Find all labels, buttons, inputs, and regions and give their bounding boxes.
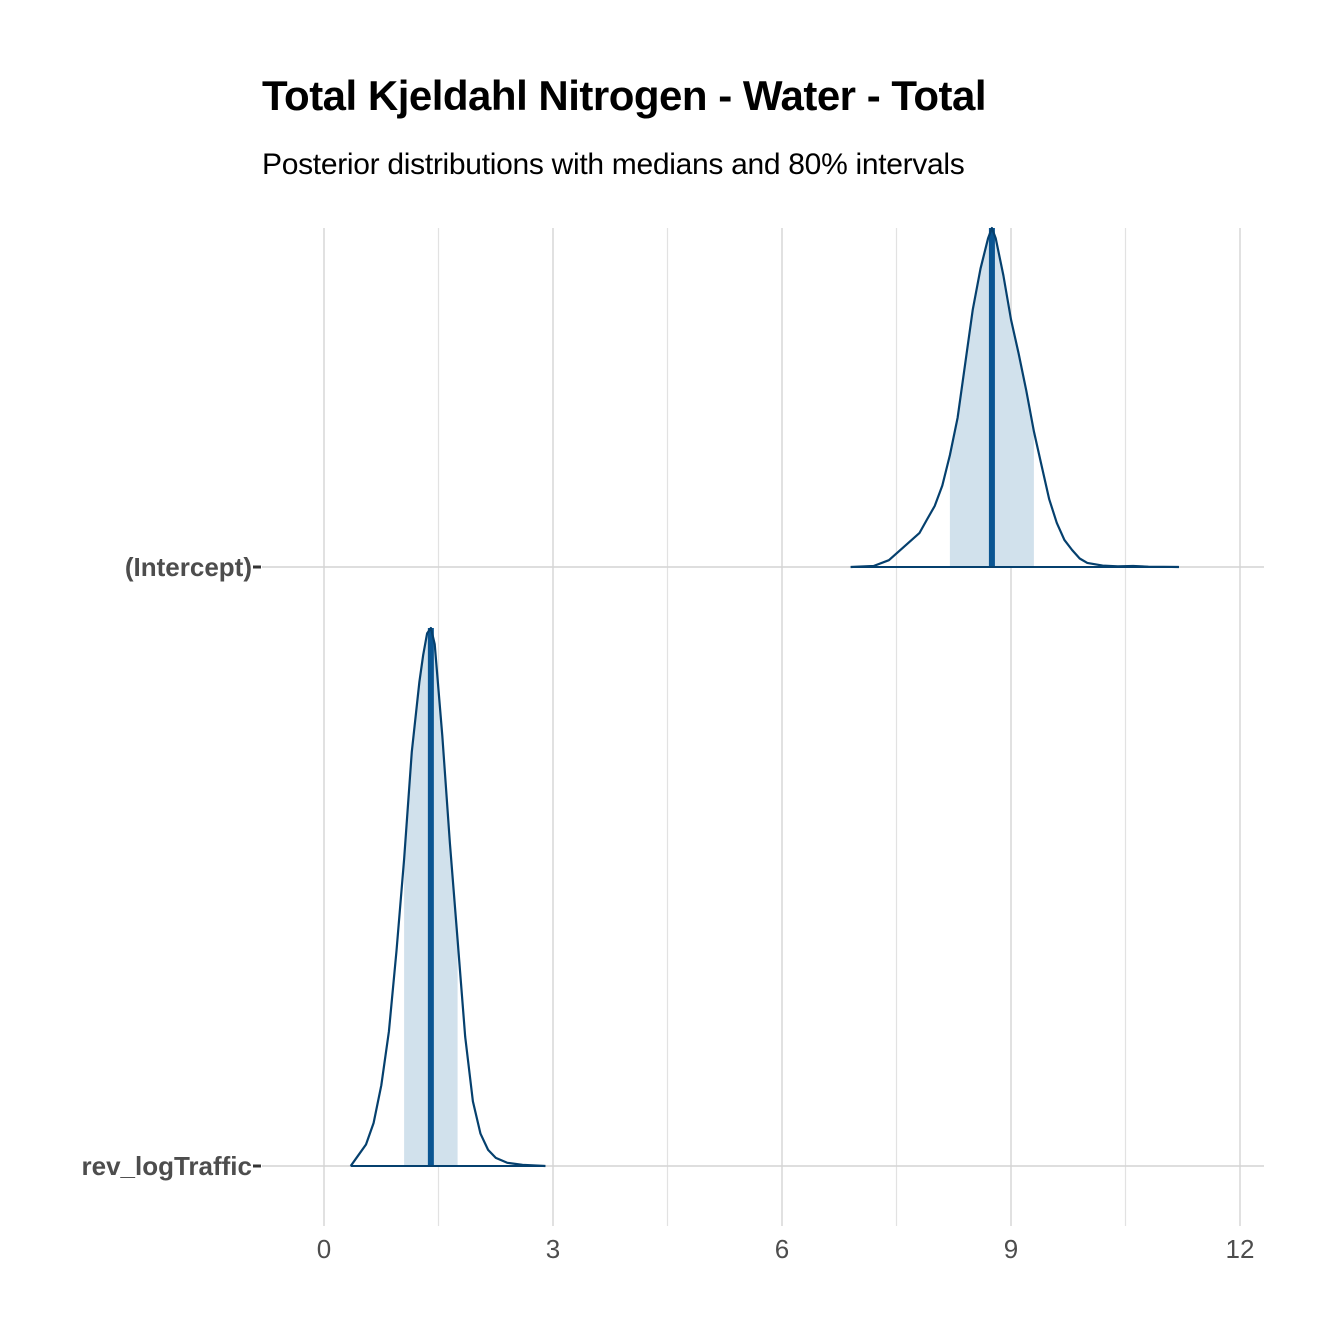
x-tick-label: 3 xyxy=(546,1234,560,1264)
axis-layer: (Intercept) rev_logTraffic 0 3 6 9 12 xyxy=(81,552,1254,1264)
grid-lines xyxy=(262,228,1264,1226)
x-tick-label: 9 xyxy=(1004,1234,1018,1264)
density-group xyxy=(850,226,1179,569)
density-curve xyxy=(850,226,1179,569)
chart-title: Total Kjeldahl Nitrogen - Water - Total xyxy=(262,72,987,119)
y-tick-label: rev_logTraffic xyxy=(81,1151,252,1181)
density-curve xyxy=(349,626,546,1168)
x-tick-label: 12 xyxy=(1226,1234,1255,1264)
x-tick-label: 0 xyxy=(317,1234,331,1264)
density-layer xyxy=(349,226,1179,1168)
density-group xyxy=(349,626,546,1168)
chart-subtitle: Posterior distributions with medians and… xyxy=(262,148,965,181)
y-tick-label: (Intercept) xyxy=(125,552,252,582)
x-tick-label: 6 xyxy=(775,1234,789,1264)
